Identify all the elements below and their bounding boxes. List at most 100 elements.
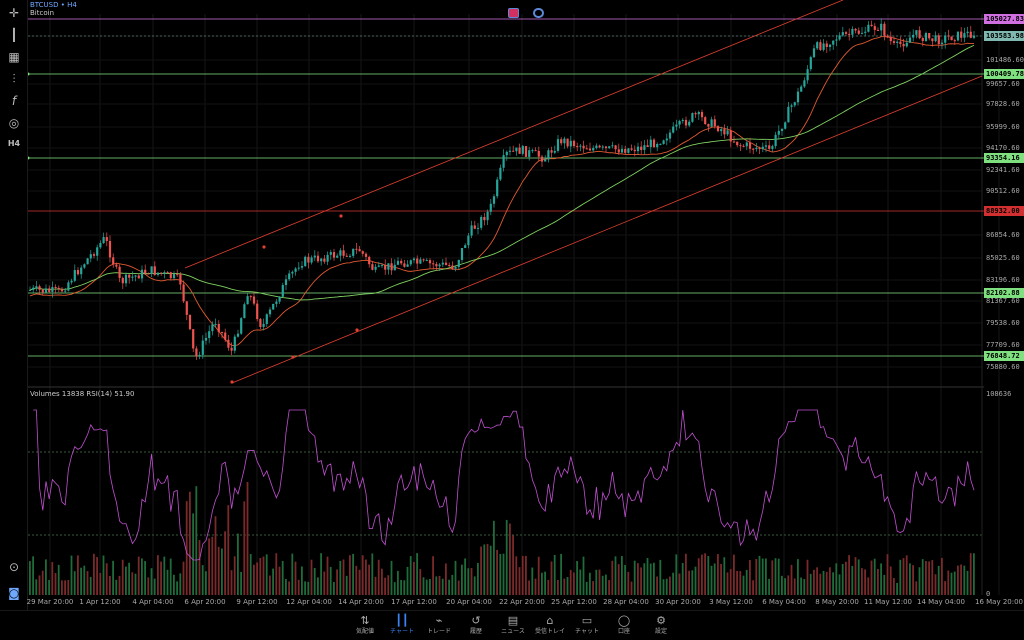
volume-bar — [105, 563, 108, 595]
volume-bar — [953, 571, 956, 595]
nav-account[interactable]: ◯ 口座 — [604, 614, 644, 636]
volume-bar — [563, 578, 566, 595]
volume-bar — [499, 553, 502, 595]
candle-body — [236, 333, 240, 337]
trade-mode-icon[interactable]: ◙ — [8, 586, 20, 600]
candle-body — [524, 146, 528, 157]
candle-body — [470, 225, 473, 236]
candle-body — [153, 266, 156, 275]
function-icon[interactable]: f — [11, 94, 17, 108]
chat-icon: ▭ — [581, 614, 593, 627]
price-label: 90512.60 — [986, 187, 1020, 195]
volume-bar — [787, 575, 790, 595]
nav-arrows-updown[interactable]: ⇅ 気配値 — [345, 614, 385, 636]
candle-body — [115, 264, 118, 267]
volume-bar — [931, 560, 934, 595]
one-click-trading-icon[interactable] — [508, 8, 519, 18]
candle-body — [684, 119, 688, 126]
clock-icon[interactable] — [533, 8, 544, 18]
indicators-icon[interactable]: ▦ — [8, 50, 20, 64]
volume-bar — [755, 559, 758, 595]
candle-body — [121, 277, 124, 284]
crosshair-icon[interactable]: ✛ — [8, 6, 20, 20]
volume-bar — [179, 573, 182, 595]
volume-bar — [544, 571, 546, 595]
candle-body — [630, 148, 633, 150]
volume-bar — [387, 575, 390, 595]
candle-body — [921, 38, 924, 41]
volume-bar — [749, 560, 751, 595]
candle-body — [940, 42, 944, 45]
timeframe-button[interactable]: H4 — [7, 139, 21, 148]
volume-bar — [518, 567, 521, 595]
candle-body — [825, 43, 828, 47]
candle-body — [502, 155, 505, 168]
volume-bar — [243, 501, 246, 595]
volume-bar — [230, 570, 233, 595]
candle-body — [28, 289, 32, 291]
candle-body — [576, 146, 579, 148]
price-label: 77709.60 — [986, 341, 1020, 349]
nav-history[interactable]: ↺ 履歴 — [456, 614, 496, 636]
nav-label: 口座 — [617, 628, 630, 635]
volume-bar — [464, 558, 466, 595]
volume-bar — [813, 569, 815, 595]
channel-lower-line — [231, 75, 983, 384]
candle-body — [393, 264, 396, 271]
candle-body — [316, 255, 320, 262]
candle-body — [924, 33, 928, 41]
candle-body — [240, 318, 243, 334]
channel-anchor — [339, 214, 343, 218]
candle-body — [272, 303, 275, 310]
volume-bar — [640, 567, 642, 595]
candle-body — [172, 274, 176, 279]
volume-bar — [166, 569, 169, 595]
candle-body — [246, 296, 249, 305]
candle-body — [665, 138, 668, 141]
volume-bar — [326, 556, 329, 595]
candle-body — [620, 148, 624, 153]
shapes-icon[interactable]: ◎ — [8, 116, 20, 130]
candle-body — [742, 145, 745, 147]
volume-bar — [928, 561, 930, 595]
nav-trend[interactable]: ⌁ トレード — [419, 614, 459, 636]
volume-bar — [710, 565, 713, 595]
nav-gear[interactable]: ⚙ 設定 — [641, 614, 681, 636]
chart-canvas[interactable] — [0, 0, 1024, 612]
volume-bar — [816, 567, 818, 595]
nav-candles[interactable]: ┃┃ チャート — [382, 614, 422, 636]
candles-type-icon[interactable]: ┃ — [10, 28, 18, 42]
volume-bar — [419, 569, 422, 595]
nav-news[interactable]: ▤ ニュース — [493, 614, 533, 636]
volume-bar — [630, 581, 633, 595]
volume-bar — [534, 578, 537, 595]
candle-body — [144, 269, 147, 274]
volume-bar — [118, 575, 121, 595]
candle-body — [265, 314, 268, 324]
volume-bar — [633, 560, 636, 595]
candle-body — [880, 23, 883, 31]
candle-body — [643, 145, 646, 151]
candle-body — [889, 36, 892, 42]
volume-bar — [371, 553, 374, 595]
volume-bar — [819, 573, 822, 595]
candle-body — [832, 40, 835, 45]
candle-body — [947, 35, 950, 37]
candle-body — [972, 35, 976, 38]
channel-anchor — [262, 245, 266, 249]
price-label: 85025.60 — [986, 254, 1020, 262]
candle-body — [387, 263, 390, 270]
candle-body — [73, 270, 76, 281]
nav-chat[interactable]: ▭ チャット — [567, 614, 607, 636]
candle-body — [905, 42, 908, 47]
candle-body — [585, 148, 588, 150]
volume-bar — [598, 569, 601, 595]
objects-icon[interactable]: ⫶ — [12, 72, 16, 86]
candle-body — [937, 35, 940, 45]
zoom-icon[interactable]: ⊙ — [8, 560, 20, 574]
channel-upper-line — [184, 0, 844, 269]
candle-body — [304, 256, 307, 267]
volume-bar — [445, 563, 447, 595]
nav-inbox[interactable]: ⌂ 受信トレイ — [530, 614, 570, 636]
volume-bar — [691, 570, 694, 595]
